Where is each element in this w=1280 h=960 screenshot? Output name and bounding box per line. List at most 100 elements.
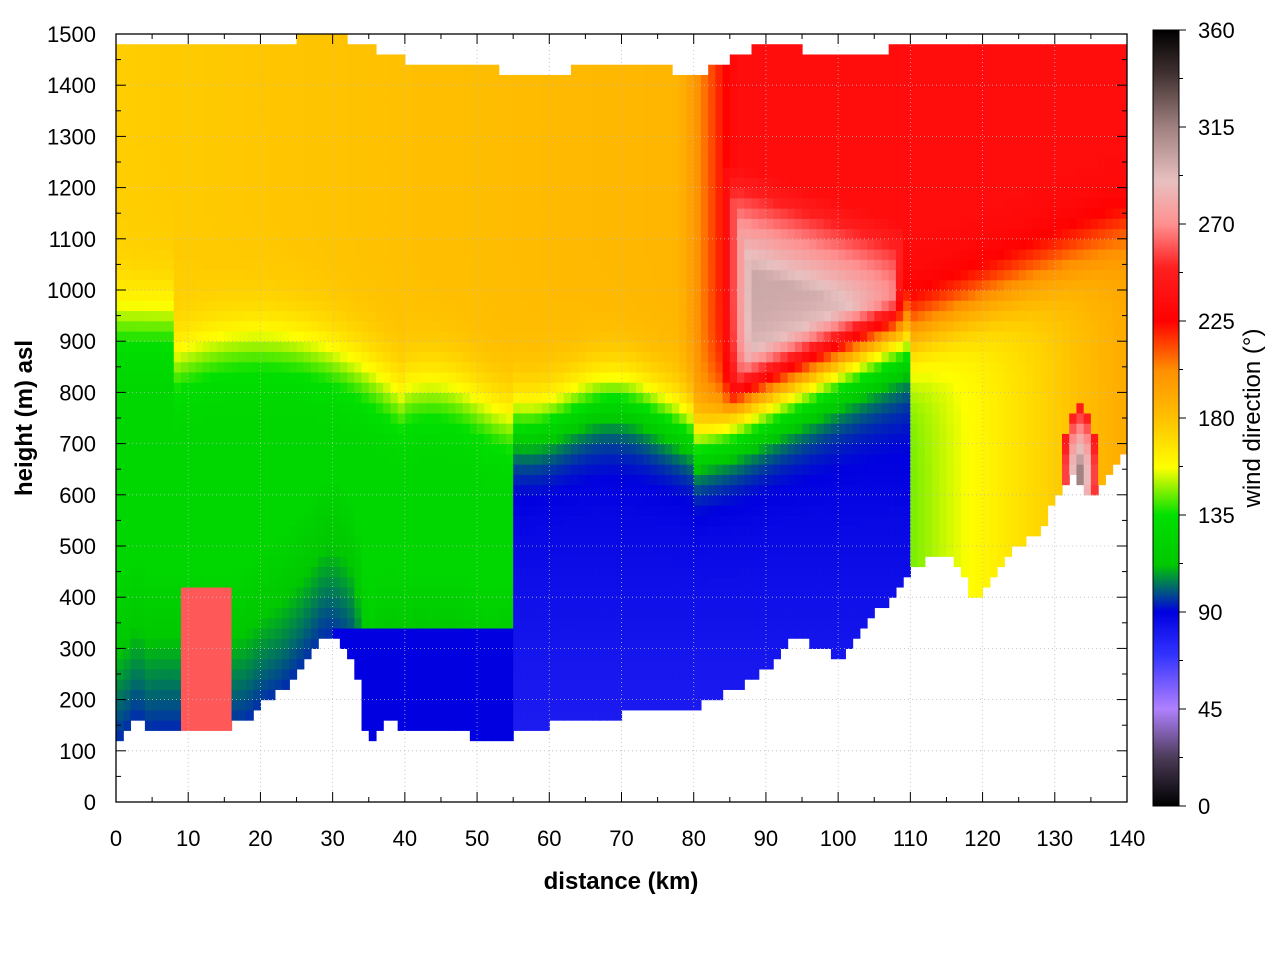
field-cell: [137, 238, 146, 250]
field-cell: [397, 648, 406, 660]
field-cell: [188, 330, 197, 342]
field-cell: [628, 249, 637, 260]
field-cell: [570, 474, 579, 486]
field-cell: [563, 279, 572, 291]
field-cell: [202, 310, 211, 322]
field-cell: [628, 464, 637, 475]
field-cell: [498, 638, 507, 649]
field-cell: [318, 74, 327, 86]
field-cell: [137, 228, 146, 240]
field-cell: [231, 310, 240, 322]
field-cell: [592, 679, 601, 690]
field-cell: [245, 279, 254, 291]
field-cell: [144, 720, 153, 731]
field-cell: [477, 699, 485, 711]
field-cell: [188, 105, 197, 117]
field-cell: [195, 648, 204, 660]
field-cell: [549, 95, 558, 107]
field-cell: [347, 402, 355, 414]
field-cell: [274, 85, 283, 97]
field-cell: [650, 371, 659, 383]
field-cell: [383, 269, 392, 281]
field-cell: [260, 320, 269, 332]
field-cell: [166, 566, 175, 578]
field-cell: [217, 484, 225, 496]
field-cell: [303, 310, 312, 322]
field-cell: [332, 453, 341, 465]
field-cell: [274, 238, 283, 250]
field-cell: [477, 627, 485, 639]
field-cell: [592, 74, 601, 86]
field-cell: [347, 586, 355, 598]
field-cell: [195, 208, 204, 219]
field-cell: [123, 330, 132, 342]
field-cell: [123, 709, 132, 721]
field-cell: [231, 371, 240, 383]
field-cell: [426, 279, 435, 291]
field-cell: [144, 279, 153, 291]
field-cell: [570, 412, 579, 424]
field-cell: [628, 95, 637, 107]
field-cell: [144, 597, 153, 609]
field-cell: [412, 515, 420, 527]
field-cell: [664, 484, 673, 496]
field-cell: [195, 228, 204, 240]
field-cell: [116, 85, 124, 97]
field-cell: [672, 597, 680, 609]
field-cell: [303, 586, 312, 598]
field-cell: [296, 535, 305, 547]
field-cell: [419, 105, 428, 117]
field-cell: [303, 392, 312, 404]
field-cell: [144, 85, 153, 97]
field-cell: [657, 453, 666, 465]
field-cell: [347, 208, 355, 219]
field-cell: [217, 515, 225, 527]
field-cell: [520, 607, 529, 619]
field-cell: [563, 177, 572, 189]
field-cell: [664, 136, 673, 148]
field-cell: [347, 648, 355, 660]
field-cell: [578, 443, 586, 455]
field-cell: [498, 576, 507, 588]
field-cell: [123, 617, 132, 629]
field-cell: [513, 505, 521, 516]
field-cell: [397, 576, 406, 588]
field-cell: [498, 505, 507, 516]
field-cell: [152, 648, 160, 660]
field-cell: [267, 556, 276, 568]
field-cell: [354, 433, 363, 445]
field-cell: [195, 136, 204, 148]
field-cell: [289, 412, 298, 424]
field-cell: [570, 689, 579, 701]
field-cell: [585, 464, 594, 475]
field-cell: [664, 535, 673, 547]
field-cell: [318, 290, 327, 301]
field-cell: [325, 597, 334, 609]
field-cell: [123, 156, 132, 168]
field-cell: [542, 290, 550, 301]
field-cell: [245, 44, 254, 56]
field-cell: [260, 576, 269, 588]
field-cell: [614, 658, 623, 670]
field-cell: [664, 433, 673, 445]
field-cell: [260, 290, 269, 301]
field-cell: [347, 105, 355, 117]
field-cell: [282, 351, 290, 363]
field-cell: [332, 433, 341, 445]
field-cell: [289, 525, 298, 537]
field-cell: [570, 249, 579, 260]
field-cell: [282, 167, 290, 178]
field-cell: [527, 300, 536, 312]
field-cell: [607, 85, 615, 97]
field-cell: [144, 638, 153, 649]
field-cell: [614, 156, 623, 168]
field-cell: [231, 484, 240, 496]
field-cell: [289, 392, 298, 404]
field-cell: [368, 218, 377, 230]
field-cell: [332, 484, 341, 496]
field-cell: [318, 167, 327, 178]
field-cell: [433, 515, 442, 527]
field-cell: [578, 259, 586, 271]
field-cell: [585, 423, 594, 434]
field-cell: [513, 218, 521, 230]
